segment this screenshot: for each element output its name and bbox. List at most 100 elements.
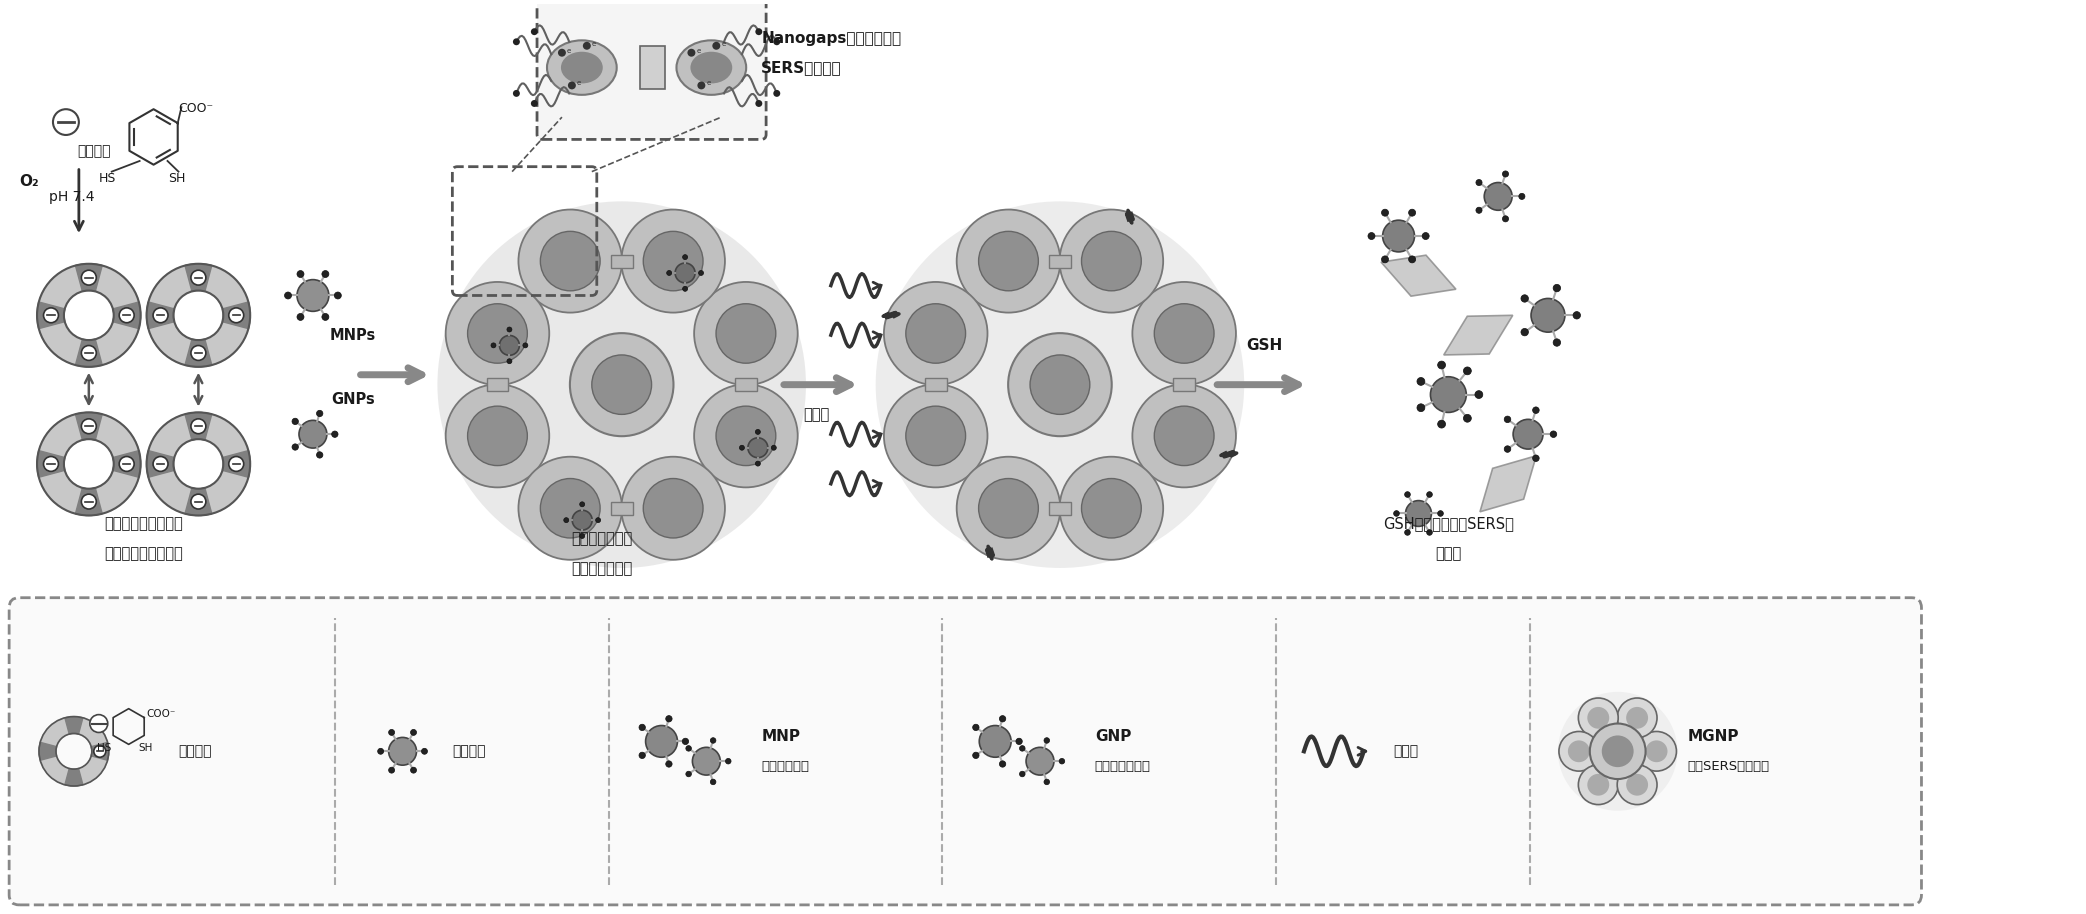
Circle shape	[1437, 420, 1446, 428]
Circle shape	[1020, 771, 1024, 777]
Circle shape	[446, 384, 549, 487]
Circle shape	[1437, 361, 1446, 369]
Circle shape	[1427, 529, 1433, 536]
Circle shape	[1154, 406, 1214, 465]
Circle shape	[665, 760, 672, 767]
Circle shape	[1573, 312, 1581, 319]
Circle shape	[638, 724, 645, 730]
Circle shape	[1646, 740, 1667, 762]
Circle shape	[1383, 220, 1414, 252]
Circle shape	[1060, 457, 1164, 559]
Circle shape	[638, 752, 645, 759]
Text: O₂: O₂	[19, 175, 40, 189]
Circle shape	[1464, 414, 1471, 422]
Wedge shape	[75, 339, 102, 367]
Circle shape	[332, 431, 338, 438]
Circle shape	[957, 209, 1060, 313]
Circle shape	[755, 462, 761, 466]
Circle shape	[152, 308, 169, 323]
Circle shape	[507, 358, 511, 364]
Text: SH: SH	[169, 172, 186, 185]
Circle shape	[192, 494, 207, 509]
Circle shape	[388, 729, 394, 736]
Circle shape	[1521, 328, 1529, 335]
Polygon shape	[1444, 315, 1512, 355]
Circle shape	[682, 739, 688, 745]
Circle shape	[1617, 765, 1656, 804]
Text: 号减弱: 号减弱	[1435, 546, 1462, 561]
Bar	[611, 255, 632, 268]
Circle shape	[499, 335, 519, 356]
Circle shape	[229, 456, 244, 472]
Text: e: e	[697, 48, 701, 54]
Circle shape	[978, 479, 1039, 538]
Circle shape	[540, 479, 601, 538]
Circle shape	[52, 109, 79, 135]
Text: GNPs: GNPs	[332, 392, 375, 408]
Circle shape	[876, 201, 1243, 568]
Circle shape	[1060, 759, 1064, 764]
Wedge shape	[223, 451, 250, 477]
Circle shape	[1381, 256, 1389, 263]
Wedge shape	[75, 264, 102, 292]
Circle shape	[695, 384, 797, 487]
Text: SH: SH	[138, 743, 152, 753]
Circle shape	[711, 738, 715, 743]
Circle shape	[682, 255, 688, 260]
Circle shape	[1533, 455, 1539, 462]
Text: MNPs: MNPs	[330, 328, 375, 343]
Bar	[1172, 378, 1195, 391]
Text: Nanogaps增强拉曼信号: Nanogaps增强拉曼信号	[761, 31, 901, 46]
Circle shape	[582, 42, 590, 49]
Circle shape	[1393, 511, 1400, 516]
Circle shape	[81, 345, 96, 360]
Circle shape	[119, 308, 134, 323]
Wedge shape	[113, 451, 140, 477]
Circle shape	[905, 303, 966, 363]
Bar	[640, 46, 665, 90]
Circle shape	[676, 263, 695, 282]
Ellipse shape	[561, 52, 603, 83]
Circle shape	[884, 282, 987, 385]
Circle shape	[81, 494, 96, 509]
Circle shape	[388, 767, 394, 773]
Circle shape	[686, 771, 690, 777]
Circle shape	[378, 749, 384, 754]
Circle shape	[1590, 724, 1646, 779]
Wedge shape	[65, 769, 83, 786]
Circle shape	[1579, 765, 1619, 804]
Circle shape	[530, 28, 538, 35]
Text: 氧化成多元大环分子: 氧化成多元大环分子	[104, 546, 184, 561]
Circle shape	[1431, 377, 1466, 412]
Circle shape	[334, 292, 342, 299]
Wedge shape	[146, 302, 175, 329]
Text: 磁性SERS纳米粒子: 磁性SERS纳米粒子	[1688, 760, 1769, 772]
Circle shape	[317, 410, 323, 417]
Circle shape	[592, 355, 651, 414]
Text: GNP: GNP	[1095, 729, 1131, 744]
Circle shape	[507, 327, 511, 332]
Circle shape	[229, 308, 244, 323]
Circle shape	[298, 420, 328, 448]
Circle shape	[1381, 209, 1389, 217]
Text: GSH: GSH	[1245, 338, 1283, 353]
Circle shape	[1133, 282, 1235, 385]
Circle shape	[580, 534, 584, 538]
Circle shape	[1423, 232, 1429, 239]
Circle shape	[421, 749, 428, 754]
Bar	[486, 378, 509, 391]
Circle shape	[152, 456, 169, 472]
Circle shape	[90, 715, 108, 732]
Wedge shape	[40, 742, 56, 760]
Wedge shape	[146, 451, 175, 477]
Circle shape	[411, 729, 417, 736]
Circle shape	[1602, 736, 1633, 767]
Circle shape	[1477, 179, 1481, 186]
Circle shape	[563, 517, 569, 523]
Circle shape	[292, 419, 298, 425]
Circle shape	[1416, 404, 1425, 411]
Wedge shape	[186, 264, 213, 292]
Circle shape	[1427, 492, 1433, 497]
Text: e: e	[567, 48, 572, 54]
Polygon shape	[1479, 456, 1535, 512]
